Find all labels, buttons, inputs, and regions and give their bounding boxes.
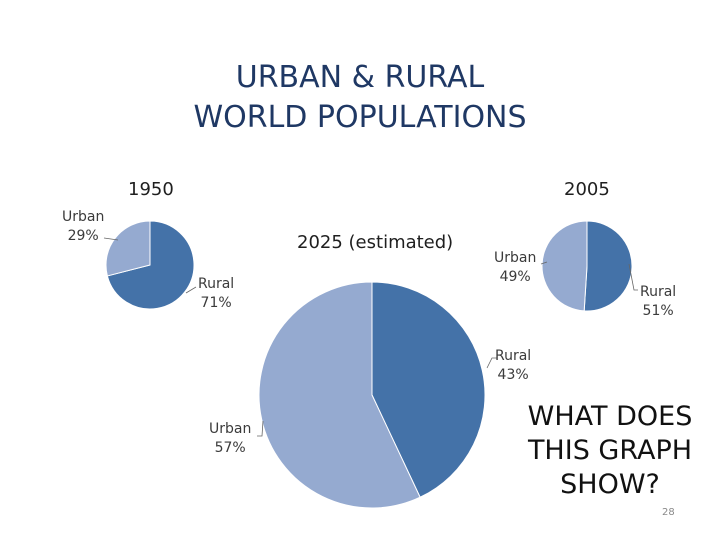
label-2005-urban-pct: 49% [499, 269, 531, 285]
chart-2025-title: 2025 (estimated) [297, 232, 454, 253]
label-1950-rural-pct: 71% [200, 295, 232, 311]
slide-title: URBAN & RURAL WORLD POPULATIONS [0, 58, 720, 138]
pie-2005 [541, 220, 633, 312]
label-1950-rural: Rural 71% [198, 275, 234, 313]
label-2005-rural: Rural 51% [640, 283, 676, 321]
label-1950-urban-name: Urban [62, 209, 105, 225]
question-line-2: THIS GRAPH [527, 435, 693, 466]
label-2005-rural-pct: 51% [642, 303, 674, 319]
pie-2005-urban-slice [541, 220, 588, 312]
pie-1950 [105, 220, 195, 310]
label-2005-urban-name: Urban [494, 250, 537, 266]
leader-2005-urban [540, 261, 548, 265]
pie-2025-rural-slice [371, 281, 486, 498]
pie-2005-rural-slice [583, 220, 633, 312]
pie-2025 [258, 281, 486, 509]
label-1950-urban-pct: 29% [67, 228, 99, 244]
label-2005-rural-name: Rural [640, 284, 677, 300]
label-2025-urban-name: Urban [209, 421, 252, 437]
question-text: WHAT DOES THIS GRAPH SHOW? [520, 400, 700, 502]
question-line-1: WHAT DOES [527, 401, 693, 432]
label-1950-rural-name: Rural [198, 276, 235, 292]
label-2025-urban: Urban 57% [209, 420, 251, 458]
label-2025-rural-name: Rural [495, 348, 532, 364]
chart-1950-title: 1950 [128, 179, 174, 200]
leader-2025-urban [257, 420, 264, 437]
pie-2025-urban-slice [258, 281, 421, 509]
leader-lines [103, 237, 638, 437]
label-2025-rural-pct: 43% [497, 367, 529, 383]
label-2005-urban: Urban 49% [494, 249, 536, 287]
chart-2005-title: 2005 [564, 179, 610, 200]
label-2025-urban-pct: 57% [214, 440, 246, 456]
label-2025-rural: Rural 43% [495, 347, 531, 385]
leader-1950-urban [103, 237, 119, 241]
question-line-3: SHOW? [560, 469, 660, 500]
leader-2025-rural [486, 357, 497, 369]
title-line-1: URBAN & RURAL [235, 60, 485, 95]
pie-1950-rural-slice [106, 220, 195, 310]
title-line-2: WORLD POPULATIONS [193, 100, 527, 135]
pie-1950-urban-slice [105, 220, 151, 277]
page-number: 28 [662, 507, 675, 518]
leader-1950-rural [185, 286, 197, 294]
label-1950-urban: Urban 29% [62, 208, 104, 246]
leader-2005-rural [628, 263, 638, 291]
